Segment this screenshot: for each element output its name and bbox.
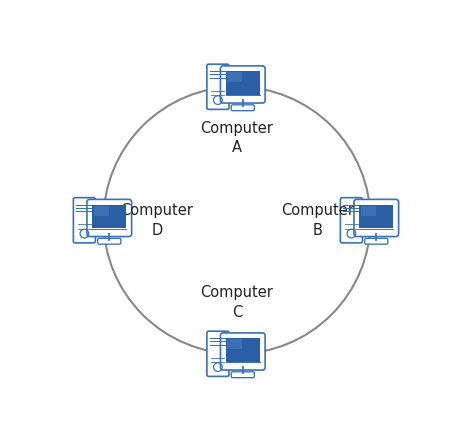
FancyBboxPatch shape (73, 198, 95, 243)
FancyBboxPatch shape (227, 73, 242, 82)
Text: Computer
C: Computer C (201, 285, 273, 320)
FancyBboxPatch shape (87, 199, 132, 237)
Text: Computer
A: Computer A (201, 121, 273, 155)
Bar (226, 338, 260, 362)
FancyBboxPatch shape (231, 372, 255, 378)
FancyBboxPatch shape (227, 340, 242, 349)
FancyBboxPatch shape (98, 239, 121, 244)
Bar (359, 205, 393, 228)
FancyBboxPatch shape (231, 105, 255, 111)
FancyBboxPatch shape (361, 206, 376, 216)
FancyBboxPatch shape (220, 66, 265, 103)
Bar (226, 71, 260, 95)
FancyBboxPatch shape (354, 199, 399, 237)
FancyBboxPatch shape (220, 333, 265, 370)
Text: Computer
B: Computer B (281, 203, 354, 238)
FancyBboxPatch shape (93, 206, 109, 216)
FancyBboxPatch shape (365, 239, 388, 244)
Bar (92, 205, 127, 228)
Text: Computer
D: Computer D (120, 203, 193, 238)
FancyBboxPatch shape (340, 198, 363, 243)
FancyBboxPatch shape (207, 331, 229, 376)
FancyBboxPatch shape (207, 64, 229, 109)
